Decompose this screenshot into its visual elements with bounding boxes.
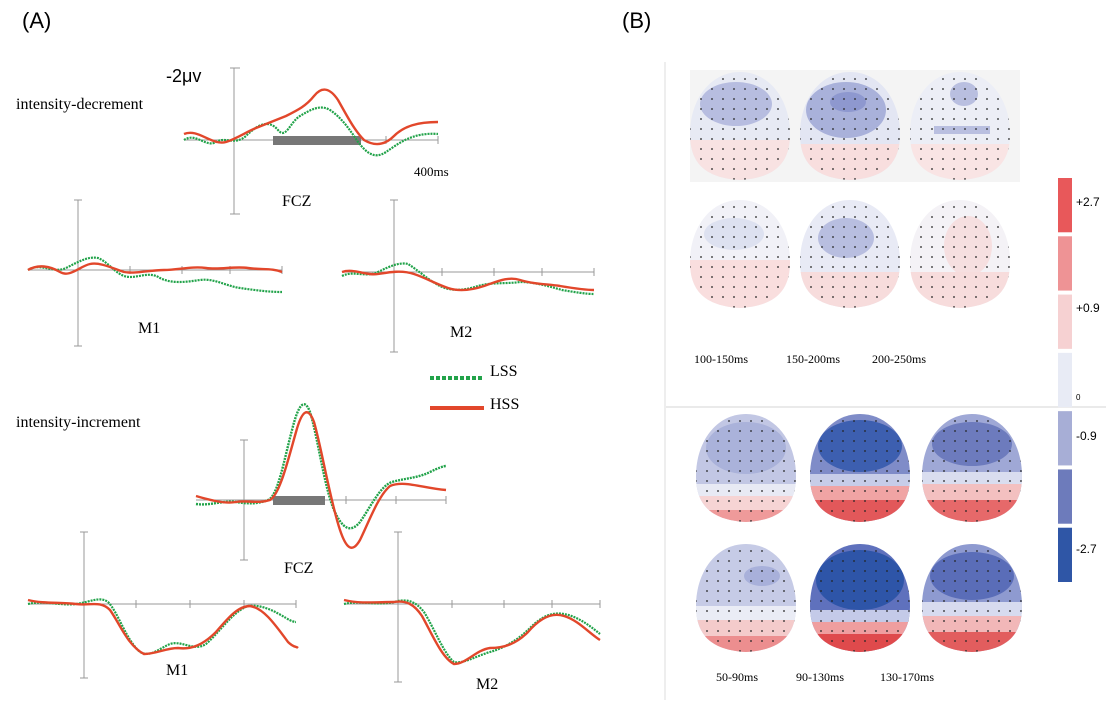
topo-inc-r1-c2 [810,414,910,522]
amplitude-scale-label: -2μv [166,66,202,86]
inc-fcz-hss [195,411,447,549]
topo-inc-r1-c1 [696,414,796,522]
colorbar [1058,178,1072,582]
time-scale-label: 400ms [414,164,449,179]
colorbar-tick-pos-2-7: +2.7 [1076,195,1100,209]
dec-fcz-hss [183,88,439,146]
dec-fcz-label: FCZ [282,193,312,210]
colorbar-segment [1058,469,1072,524]
dec-m2-hss [341,269,595,292]
topo-dec-r1-c2 [800,72,900,180]
erp-waveforms [27,67,601,683]
decrement-condition-label: intensity-decrement [16,96,144,113]
colorbar-tick-zero: 0 [1076,393,1081,402]
colorbar-segment [1058,411,1072,466]
bottom-window-1: 50-90ms [716,670,758,684]
bottom-window-2: 90-130ms [796,670,844,684]
topo-inc-r2-c3 [922,544,1022,652]
inc-m1-label: M1 [166,662,189,679]
panel-b-label: (B) [622,8,652,33]
dec-m1-label: M1 [138,320,161,337]
increment-condition-label: intensity-increment [16,414,141,431]
colorbar-segment [1058,236,1072,291]
inc-m2-label: M2 [476,676,499,693]
topo-inc-r2-c2 [810,544,910,652]
legend-lss-label: LSS [490,363,518,380]
topo-inc-r1-c3 [922,414,1022,522]
colorbar-tick-pos-0-9: +0.9 [1076,301,1100,315]
inc-m2-hss [343,598,601,666]
topo-dec-r2-c2 [800,200,900,308]
colorbar-tick-neg-2-7: -2.7 [1076,542,1097,556]
inc-m2-lss [343,599,601,664]
colorbar-segment [1058,294,1072,349]
dec-m1-hss [27,262,283,275]
colorbar-segment [1058,527,1072,582]
legend-hss-label: HSS [490,396,520,413]
waveform-legend [430,376,484,410]
colorbar-segment [1058,352,1072,408]
topo-dec-r2-c3 [910,200,1010,308]
bottom-window-3: 130-170ms [880,670,934,684]
colorbar-segment [1058,178,1072,233]
top-window-1: 100-150ms [694,352,748,366]
dec-m1-lss [27,256,283,294]
dec-fcz-sig-bar [273,136,361,145]
inc-fcz-sig-bar [273,496,325,505]
inc-m1-hss [27,598,299,656]
topo-dec-r2-c1 [690,200,790,308]
dec-m2-label: M2 [450,324,473,341]
top-window-2: 150-200ms [786,352,840,366]
panel-a-label: (A) [22,8,52,33]
inc-fcz-label: FCZ [284,560,314,577]
colorbar-tick-neg-0-9: -0.9 [1076,429,1097,443]
topo-inc-r2-c1 [696,544,796,652]
top-window-3: 200-250ms [872,352,926,366]
dec-fcz-lss [183,106,439,157]
inc-fcz-lss [195,403,447,530]
